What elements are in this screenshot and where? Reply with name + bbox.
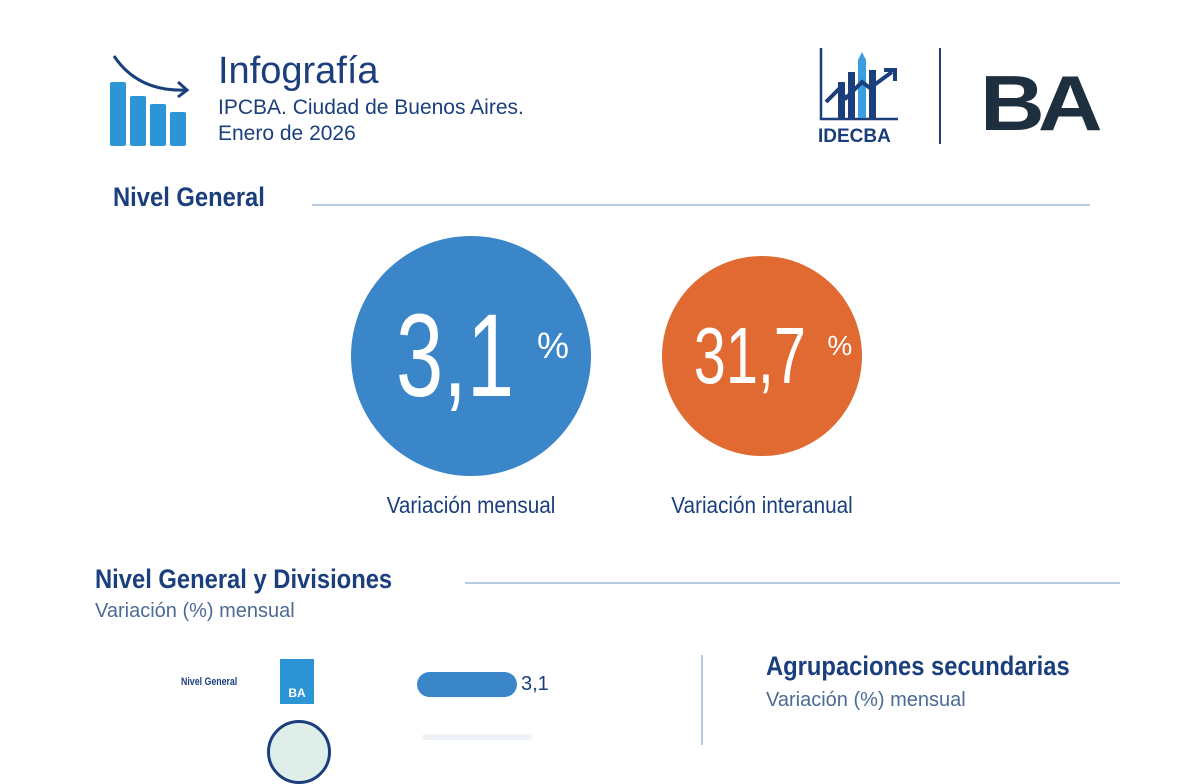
page-title: Infografía [218, 50, 379, 92]
idecba-label: IDECBA [818, 126, 891, 147]
monthly-variation-value: 3,1 [395, 290, 515, 422]
idecba-logo-text: IDECBA [818, 126, 891, 148]
section-heading-divisiones: Nivel General y Divisiones [95, 564, 393, 594]
bar-value-label: 3,1 [521, 673, 549, 695]
page-date: Enero de 2026 [218, 122, 356, 145]
percent-sign: % [827, 330, 853, 361]
idecba-logo [819, 48, 898, 121]
infographic-chart-icon [110, 55, 190, 146]
bar-nivel-general [417, 672, 517, 697]
yearly-variation-value: 31,7 [693, 311, 806, 400]
yearly-variation-label: Variación interanual [671, 492, 853, 518]
division-icon [267, 720, 331, 784]
monthly-variation-label: Variación mensual [386, 492, 556, 518]
percent-sign: % [537, 325, 570, 366]
section-heading-nivel-general: Nivel General [113, 182, 265, 212]
section-subheading-secundarias: Variación (%) mensual [766, 689, 966, 711]
ipcba-icon: BA [280, 659, 314, 704]
logo-divider [939, 48, 941, 144]
yearly-variation-circle: 31,7% [662, 256, 862, 456]
page-subtitle: IPCBA. Ciudad de Buenos Aires. [218, 96, 524, 119]
divider [312, 204, 1090, 206]
bar-category-label: Nivel General [181, 676, 238, 688]
ba-logo: BA [980, 59, 1103, 147]
monthly-variation-circle: 3,1% [351, 236, 591, 476]
divider [465, 582, 1120, 584]
bar-placeholder [422, 734, 532, 740]
section-heading-secundarias: Agrupaciones secundarias [766, 651, 1070, 681]
section-subheading-divisiones: Variación (%) mensual [95, 600, 295, 622]
vertical-divider [701, 655, 703, 745]
